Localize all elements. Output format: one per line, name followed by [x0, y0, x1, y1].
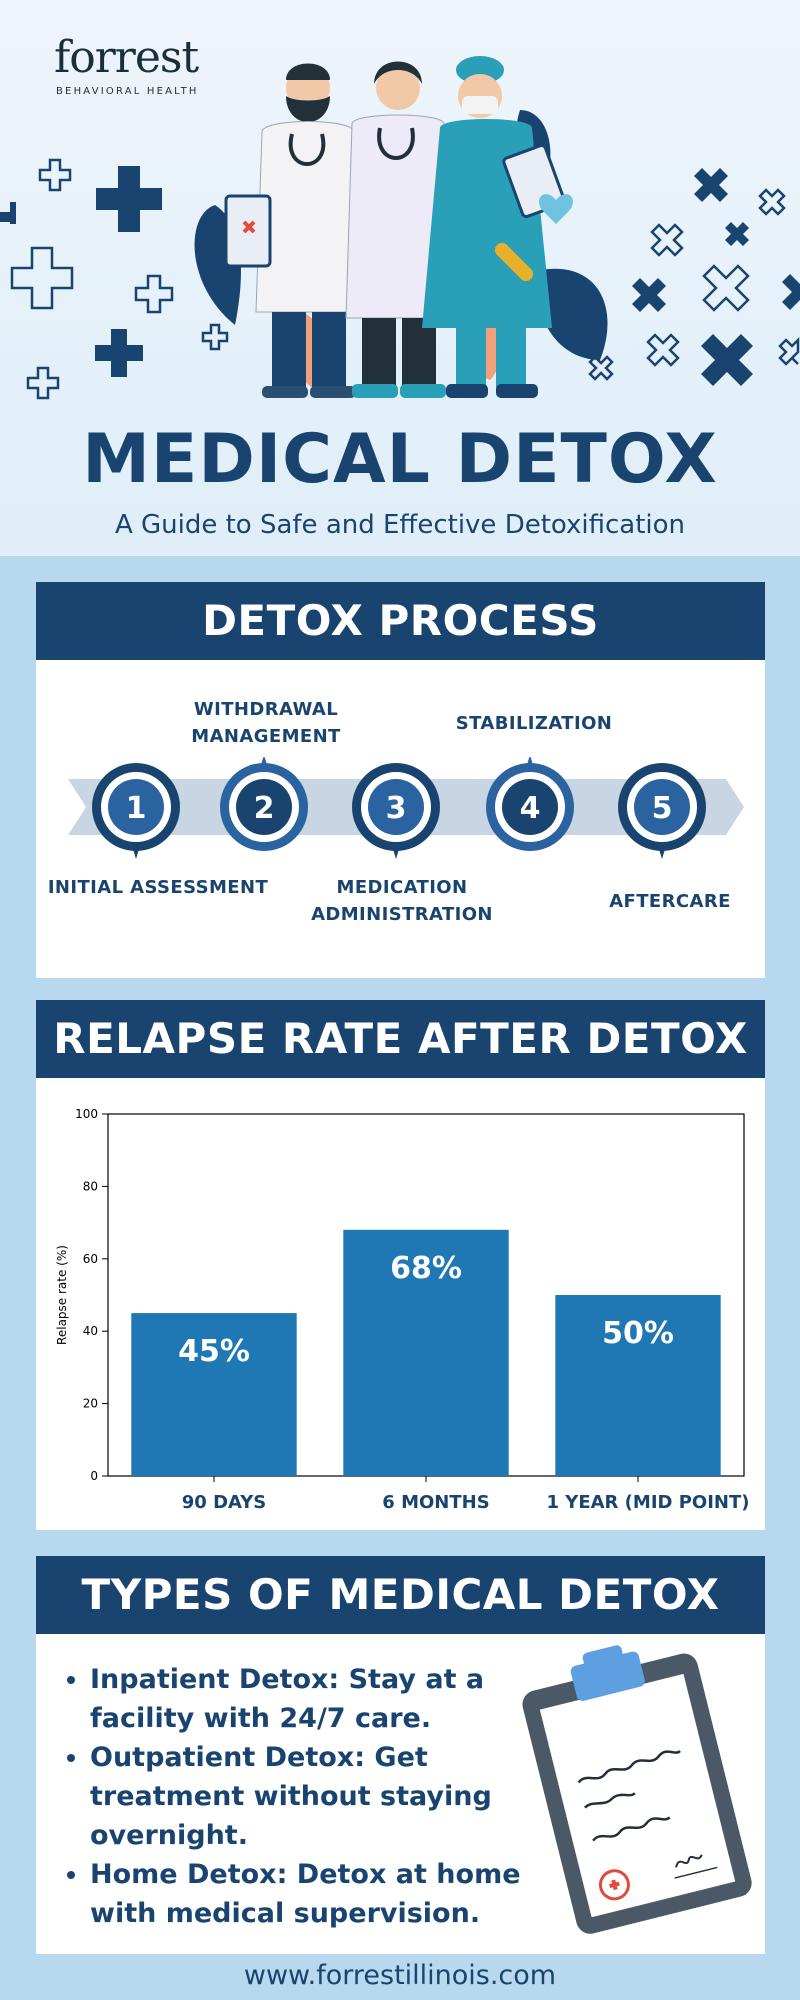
y-tick-label: 0	[90, 1469, 98, 1483]
nurse-figure-icon	[422, 56, 573, 398]
logo[interactable]: forrest BEHAVIORAL HEALTH	[54, 32, 199, 98]
step-label-stabilization: STABILIZATION	[455, 713, 613, 734]
x-tick-label: 90 DAYS	[182, 1492, 266, 1513]
x-tick-label: 6 MONTHS	[382, 1492, 489, 1513]
y-tick-label: 40	[83, 1324, 98, 1338]
y-tick-label: 60	[83, 1252, 98, 1266]
detox-process-card: DETOX PROCESS 1 2 3 4 5 INITIAL ASSESSMENT W…	[36, 582, 765, 978]
step-label-withdrawal-management: WITHDRAWAL MANAGEMENT	[191, 699, 341, 747]
logo-wordmark: forrest	[54, 32, 199, 83]
step-marker-5: 5	[618, 763, 706, 859]
x-tick-label: 1 YEAR (MID POINT)	[547, 1492, 750, 1513]
list-item: Outpatient Detox: Get treatment without …	[90, 1738, 550, 1855]
step-number: 2	[254, 791, 275, 826]
relapse-bar-chart: 0 20 40 60 80 100 Relapse rate (%) 45% 90 DAYS 68…	[55, 1107, 750, 1513]
y-axis-label: Relapse rate (%)	[55, 1245, 69, 1345]
page-title: MEDICAL DETOX	[82, 420, 718, 499]
step-label-medication-administration: MEDICATION ADMINISTRATION	[311, 877, 493, 925]
list-item: Home Detox: Detox at home with medical s…	[90, 1855, 550, 1933]
step-marker-2: 2	[220, 757, 308, 851]
detox-types-list: Inpatient Detox: Stay at a facility with…	[64, 1660, 550, 1933]
detox-types-card: TYPES OF MEDICAL DETOX Inpatient Detox: …	[36, 1556, 765, 1954]
doctor-figure-icon	[224, 63, 361, 398]
step-label-aftercare: AFTERCARE	[609, 891, 731, 912]
y-tick-label: 100	[75, 1107, 98, 1121]
cross-icon	[0, 166, 162, 377]
process-timeline: 1 2 3 4 5	[68, 757, 744, 859]
section-heading: DETOX PROCESS	[36, 582, 765, 660]
clipboard-icon	[522, 1645, 752, 1934]
hero-illustration	[0, 56, 800, 400]
step-marker-4: 4	[486, 757, 574, 851]
hero-banner: forrest BEHAVIORAL HEALTH MEDICAL DETOX …	[0, 0, 800, 556]
y-tick-label: 80	[83, 1179, 98, 1193]
section-heading: RELAPSE RATE AFTER DETOX	[36, 1000, 765, 1078]
step-number: 3	[386, 791, 407, 826]
list-item: Inpatient Detox: Stay at a facility with…	[90, 1660, 550, 1738]
bar-1	[131, 1313, 297, 1476]
relapse-rate-card: RELAPSE RATE AFTER DETOX 0 20 40 60 80 100 Rel…	[36, 1000, 765, 1530]
step-marker-1: 1	[92, 763, 180, 859]
bar-data-label: 45%	[178, 1334, 250, 1369]
bar-data-label: 50%	[602, 1316, 674, 1351]
x-cross-outline-icon	[588, 188, 800, 381]
bar-data-label: 68%	[390, 1251, 462, 1286]
step-label-initial-assessment: INITIAL ASSESSMENT	[47, 877, 269, 898]
website-link[interactable]: www.forrestillinois.com	[243, 1960, 557, 1991]
logo-tagline: BEHAVIORAL HEALTH	[56, 86, 199, 97]
step-number: 1	[126, 791, 147, 826]
x-cross-icon	[632, 168, 800, 386]
step-number: 4	[520, 791, 541, 826]
y-tick-label: 20	[83, 1397, 98, 1411]
step-marker-3: 3	[352, 763, 440, 859]
cross-outline-icon	[10, 158, 229, 400]
bar-2	[343, 1229, 509, 1476]
section-heading: TYPES OF MEDICAL DETOX	[36, 1556, 765, 1634]
step-number: 5	[652, 791, 673, 826]
bar-3	[555, 1295, 721, 1476]
page-subtitle: A Guide to Safe and Effective Detoxifica…	[114, 510, 686, 540]
doctor-figure-icon	[345, 61, 451, 398]
